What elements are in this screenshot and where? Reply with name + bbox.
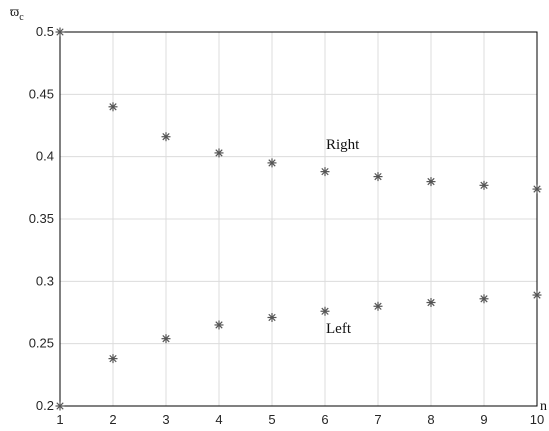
data-point-right <box>373 172 383 182</box>
x-tick-label: 5 <box>268 412 275 427</box>
grid <box>59 31 538 407</box>
x-tick-label: 7 <box>374 412 381 427</box>
data-point-right <box>320 167 330 177</box>
data-point-left <box>426 298 436 308</box>
data-point-right <box>532 184 542 194</box>
series-label-left: Left <box>326 321 352 337</box>
data-point-left <box>161 334 171 344</box>
plot-frame <box>59 31 538 407</box>
x-tick-label: 10 <box>530 412 544 427</box>
data-point-left <box>55 401 65 411</box>
y-tick-label: 0.5 <box>36 24 54 39</box>
data-point-left <box>320 306 330 316</box>
y-tick-label: 0.35 <box>29 211 54 226</box>
data-point-right <box>55 27 65 37</box>
y-tick-label: 0.3 <box>36 273 54 288</box>
x-tick-label: 8 <box>427 412 434 427</box>
data-point-left <box>214 320 224 330</box>
y-tick-label: 0.4 <box>36 149 54 164</box>
data-point-right <box>267 158 277 168</box>
x-axis-label: n <box>540 399 547 414</box>
series-markers <box>55 27 542 411</box>
y-axis-label: ϖc <box>10 5 24 23</box>
data-point-right <box>108 102 118 112</box>
x-tick-label: 1 <box>56 412 63 427</box>
x-tick-label: 3 <box>162 412 169 427</box>
x-tick-label: 6 <box>321 412 328 427</box>
data-point-left <box>373 301 383 311</box>
data-point-left <box>108 354 118 364</box>
data-point-left <box>532 290 542 300</box>
data-point-right <box>214 148 224 158</box>
data-point-right <box>426 177 436 187</box>
data-point-right <box>161 132 171 142</box>
y-tick-label: 0.25 <box>29 336 54 351</box>
series-label-right: Right <box>326 137 360 153</box>
data-point-left <box>479 294 489 304</box>
x-tick-label: 2 <box>109 412 116 427</box>
x-tick-label: 9 <box>480 412 487 427</box>
data-point-left <box>267 312 277 322</box>
tick-labels: 1 2 3 4 5 6 7 8 9 10 0.2 0.25 0.3 0.35 0.4 0.45 0.5 <box>29 24 545 427</box>
y-tick-label: 0.2 <box>36 398 54 413</box>
data-point-right <box>479 180 489 190</box>
x-tick-label: 4 <box>215 412 222 427</box>
y-tick-label: 0.45 <box>29 86 54 101</box>
